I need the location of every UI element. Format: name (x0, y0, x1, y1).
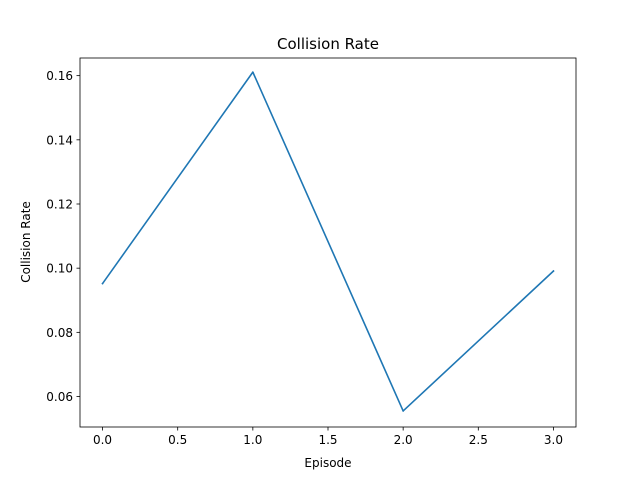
y-tick-label: 0.14 (46, 133, 73, 147)
x-tick-label: 1.0 (243, 433, 262, 447)
y-tick-label: 0.12 (46, 197, 73, 211)
x-tick-label: 3.0 (544, 433, 563, 447)
x-tick-label: 2.5 (469, 433, 488, 447)
y-tick-label: 0.06 (46, 390, 73, 404)
x-tick-label: 2.0 (394, 433, 413, 447)
y-tick-label: 0.10 (46, 262, 73, 276)
chart-title: Collision Rate (277, 35, 379, 53)
data-point (552, 270, 555, 272)
data-point (101, 282, 104, 285)
data-point (252, 71, 254, 73)
x-axis: 0.0 0.5 1.0 1.5 2.0 2.5 3.0 (93, 427, 563, 447)
data-point (402, 410, 404, 412)
series-line-0 (101, 71, 555, 412)
y-axis: 0.06 0.08 0.10 0.12 0.14 0.16 (46, 69, 80, 404)
y-tick-label: 0.08 (46, 326, 73, 340)
y-axis-label: Collision Rate (19, 201, 33, 283)
x-tick-label: 0.5 (168, 433, 187, 447)
y-tick-label: 0.16 (46, 69, 73, 83)
x-tick-label: 1.5 (318, 433, 337, 447)
x-tick-label: 0.0 (93, 433, 112, 447)
x-axis-label: Episode (304, 456, 351, 470)
